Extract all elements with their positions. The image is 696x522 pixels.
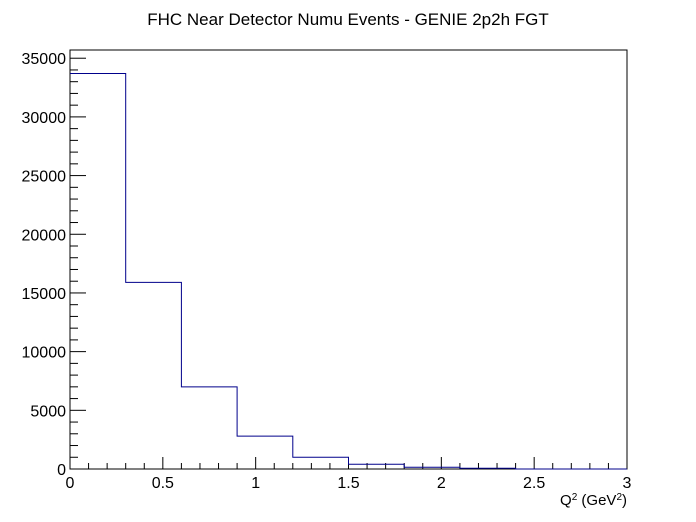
x-tick-label: 2 [437,475,446,492]
y-tick-label: 30000 [22,110,67,127]
y-tick-label: 10000 [22,345,67,362]
x-tick-label: 0.5 [152,475,174,492]
x-tick-label: 3 [623,475,632,492]
x-tick-label: 1 [251,475,260,492]
y-tick-label: 25000 [22,169,67,186]
y-tick-label: 35000 [22,51,67,68]
x-tick-label: 0 [66,475,75,492]
y-axis-ticks [70,57,86,470]
y-axis-tick-labels: 0 5000 10000 15000 20000 25000 30000 35000 [22,51,67,479]
y-tick-label: 0 [57,462,66,479]
x-axis-tick-labels: 0 0.5 1 1.5 2 2.5 3 [66,475,632,492]
y-tick-label: 5000 [30,403,66,420]
x-tick-label: 2.5 [523,475,545,492]
histogram-series-line [70,72,627,470]
y-tick-label: 15000 [22,286,67,303]
y-tick-label: 20000 [22,227,67,244]
x-axis-ticks [69,457,628,469]
x-tick-label: 1.5 [337,475,359,492]
chart-title: FHC Near Detector Numu Events - GENIE 2p… [147,10,549,29]
plot-frame [69,49,628,470]
x-axis-label: Q2 (GeV2) [560,492,627,510]
